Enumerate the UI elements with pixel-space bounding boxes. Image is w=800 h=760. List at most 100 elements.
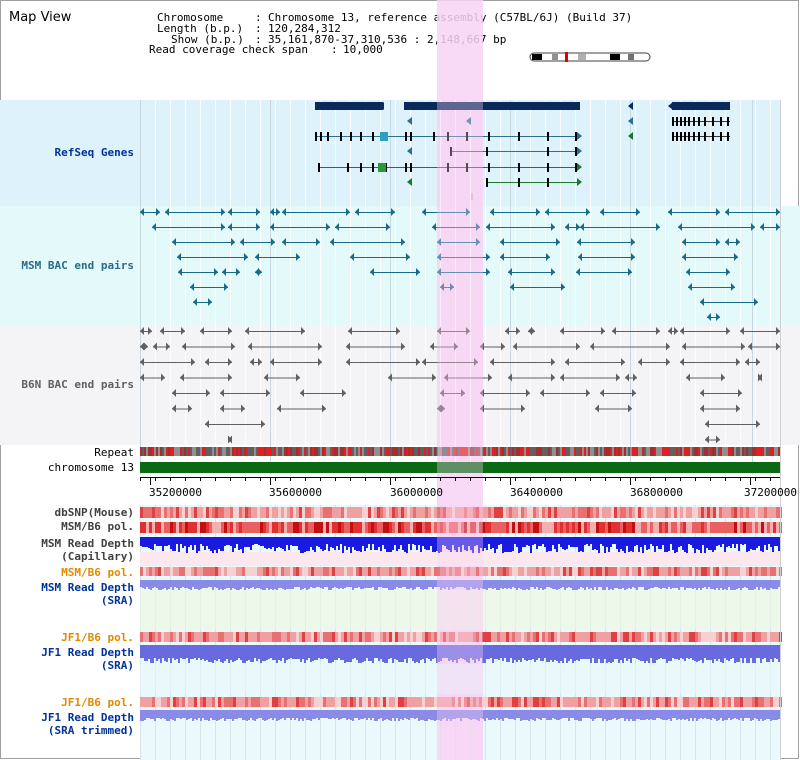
bac-end-left xyxy=(680,327,684,335)
track-label-refseq-genes[interactable]: RefSeq Genes xyxy=(54,146,134,159)
exon-mark xyxy=(727,132,729,141)
track-label-dbsnp[interactable]: dbSNP(Mouse) xyxy=(54,506,134,519)
exon-mark xyxy=(433,132,435,141)
msm-b6-pol-heat xyxy=(293,522,296,533)
jf1-b6-pol-2-heat xyxy=(596,697,599,707)
msm-b6-pol-heat xyxy=(740,522,743,533)
jf1-trim-depth xyxy=(306,710,308,720)
msm-b6-pol-heat xyxy=(356,522,359,533)
track-label-b6n-bac[interactable]: B6N BAC end pairs xyxy=(21,378,134,391)
track-label-msm-b6-pol-2[interactable]: MSM/B6 pol. xyxy=(61,566,134,579)
msm-capillary-depth xyxy=(142,537,144,547)
track-label-jf1-b6-pol-2[interactable]: JF1/B6 pol. xyxy=(61,696,134,709)
repeat-mark xyxy=(486,447,488,456)
track-label-jf1-depth-sra-1[interactable]: JF1 Read Depth xyxy=(41,646,134,659)
msm-capillary-depth xyxy=(640,537,642,547)
msm-capillary-depth xyxy=(174,537,176,551)
repeat-mark xyxy=(376,447,378,456)
track-label-jf1-depth-trim-1[interactable]: JF1 Read Depth xyxy=(41,711,134,724)
jf1-sra-depth xyxy=(474,645,476,663)
msm-b6-pol-2-heat xyxy=(455,567,458,576)
repeat-mark xyxy=(458,447,460,456)
jf1-b6-pol-2-heat xyxy=(572,697,575,707)
msm-b6-pol-2-heat xyxy=(683,567,686,576)
msm-sra-depth xyxy=(406,580,408,589)
msm-capillary-depth xyxy=(422,537,424,546)
length-separator: : xyxy=(255,22,262,35)
msm-b6-pol-heat xyxy=(731,522,734,533)
msm-b6-pol-2-heat xyxy=(617,567,620,576)
msm-sra-depth xyxy=(542,580,544,590)
jf1-sra-depth xyxy=(264,645,266,661)
msm-capillary-depth xyxy=(192,537,194,550)
msm-sra-depth xyxy=(696,580,698,590)
jf1-b6-pol-heat xyxy=(470,632,473,642)
repeat-mark xyxy=(644,447,646,456)
jf1-b6-pol-2-heat xyxy=(530,697,533,707)
msm-capillary-depth xyxy=(618,537,620,552)
msm-sra-depth xyxy=(714,580,716,590)
jf1-b6-pol-2-heat xyxy=(593,697,596,707)
msm-b6-pol-2-heat xyxy=(287,567,290,576)
msm-capillary-depth xyxy=(488,537,490,544)
msm-b6-pol-2-heat xyxy=(641,567,644,576)
track-label-msm-depth-cap-1[interactable]: MSM Read Depth xyxy=(41,537,134,550)
jf1-sra-depth xyxy=(592,645,594,658)
track-label-msm-bac[interactable]: MSM BAC end pairs xyxy=(21,259,134,272)
msm-sra-depth xyxy=(556,580,558,590)
track-label-jf1-depth-trim-2[interactable]: (SRA trimmed) xyxy=(47,724,134,737)
msm-capillary-depth xyxy=(552,537,554,545)
dbsnp-heat xyxy=(194,507,197,518)
msm-sra-depth xyxy=(440,580,442,590)
exon-mark xyxy=(698,132,700,141)
jf1-b6-pol-heat xyxy=(557,632,560,642)
msm-b6-pol-2-heat xyxy=(545,567,548,576)
jf1-trim-depth xyxy=(488,710,490,720)
jf1-b6-pol-2-heat xyxy=(734,697,737,707)
bac-end-right xyxy=(244,253,248,261)
msm-b6-pol-heat xyxy=(698,522,701,533)
msm-sra-depth xyxy=(386,580,388,588)
jf1-trim-depth xyxy=(382,710,384,721)
msm-b6-pol-2-heat xyxy=(320,567,323,576)
jf1-sra-depth xyxy=(338,645,340,658)
msm-b6-pol-2-heat xyxy=(266,567,269,576)
track-label-msm-depth-sra-1[interactable]: MSM Read Depth xyxy=(41,581,134,594)
strand-arrow xyxy=(628,117,633,125)
jf1-sra-depth xyxy=(504,645,506,658)
msm-sra-depth xyxy=(416,580,418,587)
dbsnp-heat xyxy=(335,507,338,518)
msm-b6-pol-2-heat xyxy=(374,567,377,576)
jf1-trim-depth xyxy=(338,710,340,720)
msm-b6-pol-2-heat xyxy=(623,567,626,576)
msm-b6-pol-heat xyxy=(371,522,374,533)
msm-capillary-depth xyxy=(148,537,150,548)
jf1-b6-pol-2-heat xyxy=(353,697,356,707)
msm-sra-depth xyxy=(764,580,766,588)
jf1-trim-depth xyxy=(610,710,612,720)
jf1-b6-pol-heat xyxy=(434,632,437,642)
strand-arrow xyxy=(379,102,384,110)
repeat-mark xyxy=(708,447,710,456)
exon-mark xyxy=(712,117,714,126)
msm-b6-pol-heat xyxy=(365,522,368,533)
track-label-msm-b6-pol[interactable]: MSM/B6 pol. xyxy=(61,520,134,533)
msm-sra-depth xyxy=(276,580,278,590)
bac-end-right xyxy=(188,404,192,413)
track-label-jf1-b6-pol[interactable]: JF1/B6 pol. xyxy=(61,631,134,644)
jf1-b6-pol-2-heat xyxy=(536,697,539,707)
repeat-mark xyxy=(570,447,572,456)
repeat-mark xyxy=(580,447,582,456)
track-label-msm-depth-cap-2[interactable]: (Capillary) xyxy=(61,550,134,563)
msm-b6-pol-2-heat xyxy=(161,567,164,576)
jf1-sra-depth xyxy=(304,645,306,663)
track-label-jf1-depth-sra-2[interactable]: (SRA) xyxy=(100,659,134,672)
bac-end-right xyxy=(674,327,678,335)
jf1-trim-depth xyxy=(148,710,150,718)
jf1-b6-pol-heat xyxy=(767,632,770,642)
jf1-trim-depth xyxy=(682,710,684,719)
msm-b6-pol-2-heat xyxy=(737,567,740,576)
bac-end-right xyxy=(450,283,454,291)
track-label-msm-depth-sra-2[interactable]: (SRA) xyxy=(100,594,134,607)
